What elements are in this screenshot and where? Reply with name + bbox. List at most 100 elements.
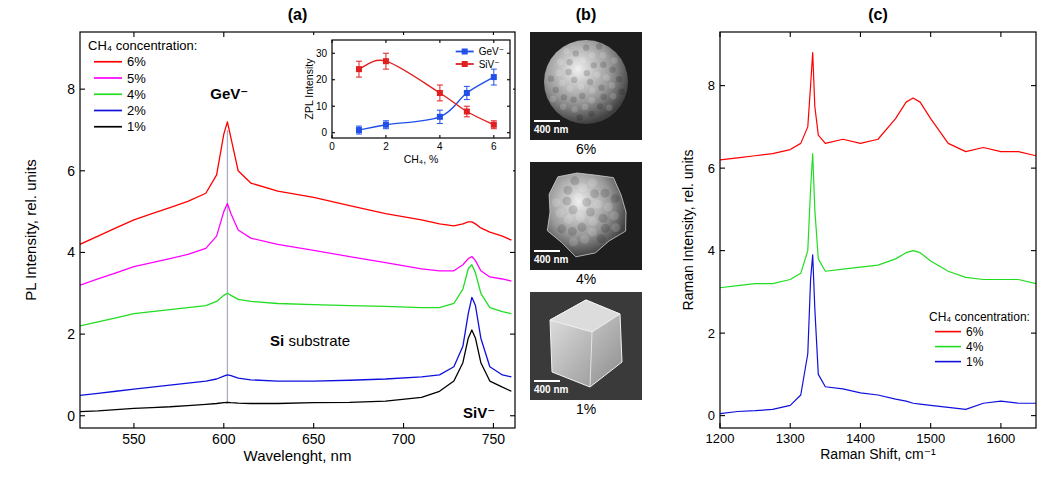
crystal-edge	[590, 332, 592, 387]
texture	[600, 52, 606, 58]
texture	[582, 104, 588, 110]
x-tick	[493, 423, 494, 428]
y-tick	[80, 415, 85, 416]
x-tick	[403, 423, 404, 428]
texture	[596, 43, 602, 49]
texture	[589, 217, 598, 226]
error-bar	[491, 121, 497, 129]
texture	[570, 96, 576, 102]
y-tick-label: 10	[316, 101, 328, 112]
marker	[491, 74, 497, 80]
y-tick-label: 4	[708, 243, 715, 258]
texture	[548, 76, 554, 82]
panel-b: (b)400 nm6%400 nm4%400 nm1%	[530, 6, 642, 417]
error-cap	[437, 123, 443, 124]
x-tick-top	[223, 32, 224, 37]
legend-label: SiV⁻	[479, 59, 500, 70]
x-tick-label: 550	[122, 431, 146, 447]
y-tick-right	[510, 252, 515, 253]
y-tick-right	[1031, 85, 1036, 86]
x-tick	[313, 423, 314, 428]
x-tick-top	[860, 32, 861, 37]
y-tick-right	[1031, 415, 1036, 416]
x-tick-top	[790, 32, 791, 37]
x-tick	[1000, 423, 1001, 428]
texture	[604, 203, 613, 212]
y-tick-label: 2	[67, 326, 75, 342]
texture	[594, 72, 600, 78]
x-tick-label: 650	[302, 431, 326, 447]
legend-label: 2%	[127, 103, 146, 118]
error-cap	[491, 128, 497, 129]
x-tick-label: 700	[392, 431, 416, 447]
error-bar	[464, 86, 470, 99]
error-cap	[464, 106, 470, 107]
y-tick-right	[510, 415, 515, 416]
panel-title: (b)	[576, 6, 596, 23]
texture	[560, 104, 566, 110]
texture	[578, 183, 587, 192]
error-cap	[383, 120, 389, 121]
x-tick-label: 6	[491, 141, 497, 152]
texture	[569, 205, 578, 214]
texture	[598, 84, 604, 90]
y-tick	[332, 79, 335, 80]
annotation-part: SiV⁻	[463, 403, 495, 420]
texture	[573, 50, 579, 56]
x-axis-title: CH₄, %	[404, 153, 439, 165]
y-tick-label: 30	[316, 48, 328, 59]
texture	[569, 238, 578, 247]
texture	[580, 235, 589, 244]
texture	[566, 59, 572, 65]
x-tick	[331, 135, 332, 138]
error-cap	[356, 77, 362, 78]
legend: CH₄ concentration:6%5%4%2%1%	[88, 38, 197, 134]
texture	[598, 214, 607, 223]
texture	[609, 67, 615, 73]
image-background	[530, 292, 642, 400]
scale-bar-label: 400 nm	[534, 124, 569, 135]
texture	[591, 62, 597, 68]
texture	[550, 96, 556, 102]
error-bar	[356, 126, 362, 134]
series-line	[359, 60, 494, 124]
y-tick	[80, 252, 85, 253]
sem-image: 400 nm6%	[530, 32, 642, 157]
plot-frame	[80, 32, 515, 428]
error-cap	[356, 61, 362, 62]
texture	[559, 80, 565, 86]
annotation: GeV⁻	[210, 85, 248, 102]
marker	[464, 109, 470, 115]
marker	[356, 66, 362, 72]
legend-label: 1%	[966, 355, 984, 369]
error-cap	[437, 110, 443, 111]
x-tick-top	[133, 32, 134, 37]
y-axis-title: ZPL Intensity	[303, 58, 315, 120]
legend-marker	[462, 49, 468, 55]
texture	[580, 57, 586, 63]
error-cap	[383, 53, 389, 54]
legend-swatch	[94, 61, 122, 63]
annotation-part: substrate	[284, 332, 350, 349]
error-cap	[356, 134, 362, 135]
texture	[565, 69, 571, 75]
annotation-part: GeV⁻	[210, 85, 248, 102]
legend-title: CH₄ concentration:	[929, 310, 1030, 324]
texture	[618, 89, 624, 95]
y-tick-right	[507, 53, 510, 54]
x-axis-title: Wavelenght, nm	[244, 447, 352, 464]
texture	[563, 48, 569, 54]
series-line	[720, 53, 1036, 160]
y-tick	[720, 250, 725, 251]
marker	[464, 90, 470, 96]
legend-label: 1%	[127, 119, 146, 134]
texture	[600, 189, 609, 198]
x-tick-label: 0	[329, 141, 335, 152]
x-tick	[719, 423, 720, 428]
marker	[437, 90, 443, 96]
panel-c: 1200130014001500160002468Raman Shift, cm…	[680, 6, 1036, 462]
error-cap	[491, 85, 497, 86]
series-line	[80, 203, 511, 285]
legend-swatch	[94, 93, 122, 95]
texture	[576, 114, 582, 120]
